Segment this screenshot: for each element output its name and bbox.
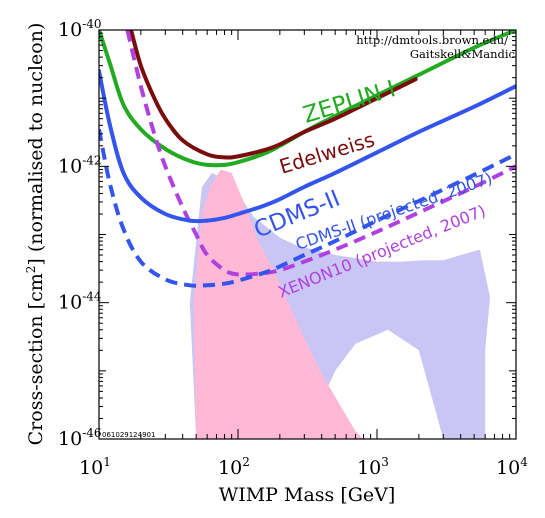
y-tick-label-1: 10-42: [58, 153, 102, 177]
credit-line-1: http://dmtools.brown.edu/: [356, 33, 508, 47]
x-tick-label-3: 104: [496, 455, 528, 479]
series-line-0: [99, 30, 516, 168]
pink-theory-region: [193, 169, 364, 439]
credit-line-2: Gaitskell&Mandic: [410, 47, 515, 61]
y-tick-label-0: 10-40: [58, 17, 102, 41]
series-line-2: [99, 69, 516, 224]
series-line-4: [125, 30, 516, 277]
y-tick-label-3: 10-46: [58, 426, 102, 450]
x-axis-title: WIMP Mass [GeV]: [219, 484, 396, 506]
y-axis-title: Cross-section [cm2] (normalised to nucle…: [24, 23, 47, 446]
series-line-1: [129, 30, 418, 160]
y-axis-title-sup: 2: [24, 266, 38, 274]
series-lines: [99, 30, 516, 288]
x-tick-label-2: 103: [357, 455, 389, 479]
y-axis-title-main: Cross-section [cm: [25, 273, 47, 445]
axes: 101 102 103 104 10-40 10-42 10-44 10-46: [58, 17, 528, 479]
series-label-1: Edelweiss: [276, 127, 377, 179]
series-line-3: [99, 128, 516, 288]
y-axis-title-tail: ] (normalised to nucleon): [25, 23, 47, 266]
plot-id: 061029124901: [102, 431, 155, 439]
series-label-0: ZEPLIN I: [300, 76, 399, 129]
x-tick-label-1: 102: [218, 455, 250, 479]
theory-regions: [189, 169, 491, 439]
x-tick-label-0: 101: [79, 455, 111, 479]
y-tick-label-2: 10-44: [58, 290, 102, 314]
